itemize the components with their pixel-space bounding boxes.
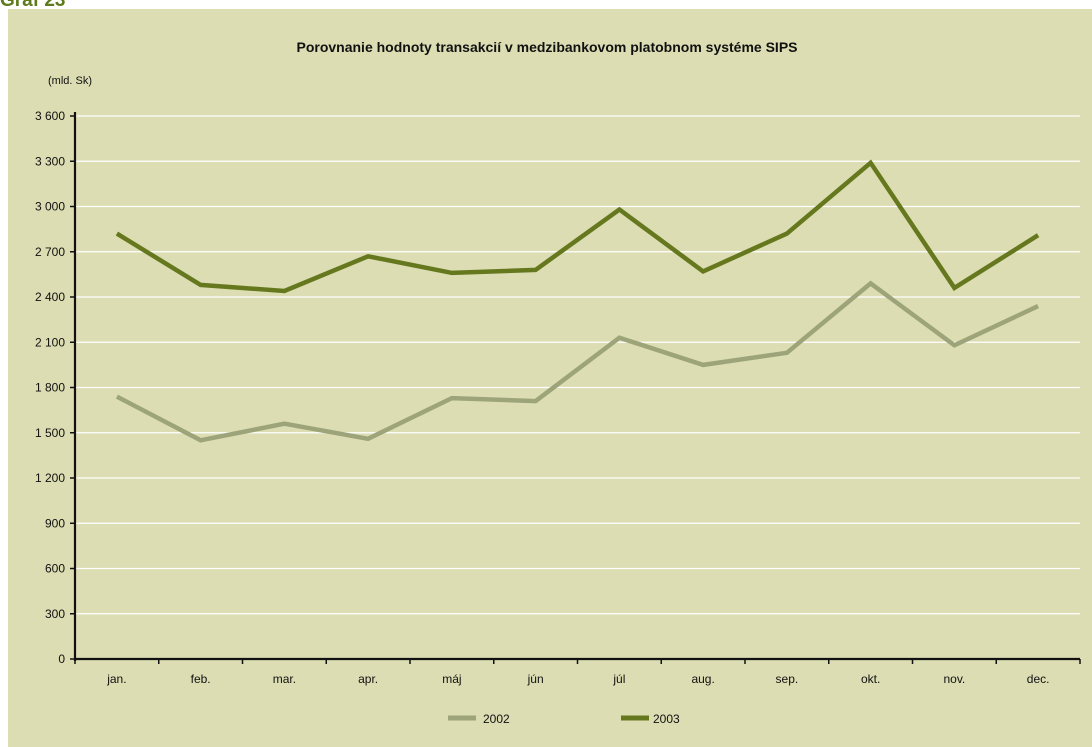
- y-tick-label: 1 500: [35, 426, 65, 440]
- y-tick-label: 900: [45, 516, 65, 530]
- x-tick-label: dec.: [1027, 672, 1050, 686]
- x-tick-label: mar.: [273, 672, 296, 686]
- y-unit-label: (mld. Sk): [48, 75, 92, 87]
- chart-panel: Porovnanie hodnoty transakcií v medziban…: [8, 9, 1092, 747]
- legend-item: 2002: [448, 712, 510, 726]
- y-tick-label: 0: [58, 652, 65, 666]
- series-lines: [117, 163, 1038, 441]
- y-tick-label: 600: [45, 562, 65, 576]
- y-tick-label: 2 700: [35, 245, 65, 259]
- legend: 2002 2003: [448, 712, 680, 726]
- x-tick-label: nov.: [943, 672, 965, 686]
- y-tick-label: 1 200: [35, 471, 65, 485]
- x-axis-ticks: jan. feb. mar. apr. máj jún júl aug. sep. okt. nov…: [75, 659, 1080, 686]
- y-tick-label: 1 800: [35, 381, 65, 395]
- chart-number-label: Graf 23: [0, 0, 200, 8]
- chart-title: Porovnanie hodnoty transakcií v medziban…: [296, 39, 797, 55]
- x-tick-label: aug.: [691, 672, 714, 686]
- y-tick-label: 3 300: [35, 154, 65, 168]
- y-tick-label: 2 100: [35, 335, 65, 349]
- legend-label: 2003: [653, 712, 680, 726]
- x-tick-label: feb.: [191, 672, 211, 686]
- y-tick-label: 3 000: [35, 200, 65, 214]
- x-tick-label: okt.: [861, 672, 880, 686]
- line-chart: Porovnanie hodnoty transakcií v medziban…: [8, 9, 1092, 747]
- gridlines: [75, 116, 1080, 614]
- x-tick-label: apr.: [358, 672, 378, 686]
- series-line-2003: [117, 163, 1038, 291]
- x-tick-label: sep.: [776, 672, 799, 686]
- x-tick-label: jún: [527, 672, 544, 686]
- legend-label: 2002: [483, 712, 510, 726]
- x-tick-label: máj: [442, 672, 461, 686]
- x-tick-label: jan.: [106, 672, 126, 686]
- series-line-2002: [117, 283, 1038, 440]
- x-tick-label: júl: [612, 672, 625, 686]
- y-tick-label: 2 400: [35, 290, 65, 304]
- y-tick-label: 300: [45, 607, 65, 621]
- y-tick-label: 3 600: [35, 109, 65, 123]
- legend-item: 2003: [621, 712, 680, 726]
- y-axis-ticks: 0 300 600 900 1 200 1 500 1 800 2 100 2 400 2 700…: [35, 109, 75, 666]
